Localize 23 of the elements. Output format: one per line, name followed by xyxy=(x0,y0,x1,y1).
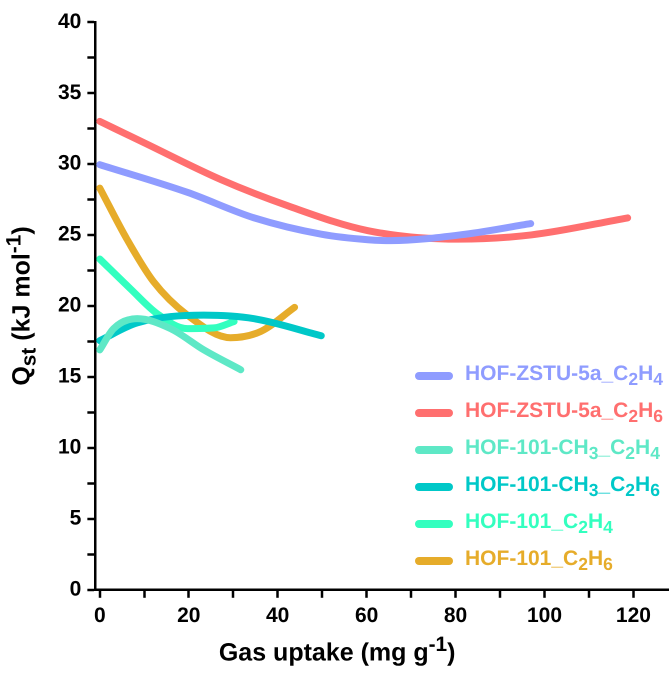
x-tick-label: 60 xyxy=(354,604,378,628)
x-tick-label: 80 xyxy=(444,604,468,628)
x-tick-label: 100 xyxy=(526,604,562,628)
y-tick-label: 10 xyxy=(58,436,82,459)
x-tick-label: 40 xyxy=(266,604,290,628)
legend-label: HOF-101_C$_{2}$H$_{4}$ xyxy=(465,510,613,538)
legend-label: HOF-101_C$_{2}$H$_{6}$ xyxy=(465,547,613,576)
x-tick-label: 20 xyxy=(177,604,200,628)
y-tick-label: 15 xyxy=(58,364,82,388)
y-tick-label: 5 xyxy=(70,506,82,530)
legend-label: HOF-ZSTU-5a_C$_{2}$H$_{4}$ xyxy=(465,362,663,390)
x-tick-label: 0 xyxy=(94,604,106,628)
legend-label: HOF-ZSTU-5a_C$_{2}$H$_{6}$ xyxy=(465,399,663,428)
y-tick-label: 35 xyxy=(58,80,82,104)
y-tick-label: 40 xyxy=(58,10,82,33)
y-tick-label: 25 xyxy=(58,222,82,246)
x-tick-label: 120 xyxy=(616,604,651,628)
legend-label: HOF-101-CH$_{3}$_C$_{2}$H$_{6}$ xyxy=(465,473,660,502)
x-axis-title: Gas uptake (mg g$^{-1}$) xyxy=(218,633,456,668)
legend-label: HOF-101-CH$_{3}$_C$_{2}$H$_{4}$ xyxy=(465,436,660,464)
y-tick-label: 30 xyxy=(58,152,82,175)
y-tick-label: 20 xyxy=(58,294,82,317)
y-tick-label: 0 xyxy=(70,578,82,601)
